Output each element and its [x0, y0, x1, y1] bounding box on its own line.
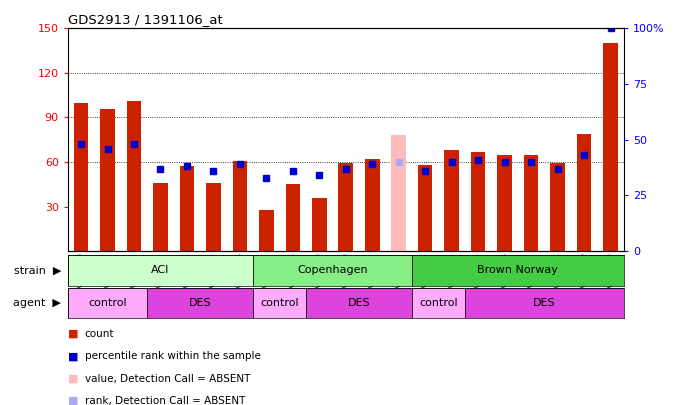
Text: Brown Norway: Brown Norway [477, 265, 558, 275]
Bar [306, 288, 412, 318]
Text: strain  ▶: strain ▶ [14, 265, 61, 275]
Text: percentile rank within the sample: percentile rank within the sample [85, 352, 260, 361]
Text: GDS2913 / 1391106_at: GDS2913 / 1391106_at [68, 13, 222, 26]
Bar [153, 183, 167, 251]
Text: DES: DES [189, 298, 212, 308]
Text: control: control [88, 298, 127, 308]
Bar [259, 209, 274, 251]
Bar [147, 288, 253, 318]
Bar [253, 288, 306, 318]
Text: Copenhagen: Copenhagen [297, 265, 368, 275]
Bar [206, 183, 221, 251]
Text: ■: ■ [68, 352, 78, 361]
Bar [471, 151, 485, 251]
Bar [444, 150, 459, 251]
Bar [498, 155, 512, 251]
Text: control: control [419, 298, 458, 308]
Bar [100, 109, 115, 251]
Text: agent  ▶: agent ▶ [13, 298, 61, 308]
Text: rank, Detection Call = ABSENT: rank, Detection Call = ABSENT [85, 396, 245, 405]
Bar [180, 166, 194, 251]
Bar [603, 43, 618, 251]
Bar [391, 135, 406, 251]
Text: DES: DES [533, 298, 556, 308]
Text: ■: ■ [68, 329, 78, 339]
Text: DES: DES [348, 298, 370, 308]
Bar [418, 165, 433, 251]
Bar [524, 155, 538, 251]
Text: ■: ■ [68, 374, 78, 384]
Bar [68, 255, 253, 286]
Bar [412, 255, 624, 286]
Bar [465, 288, 624, 318]
Text: count: count [85, 329, 115, 339]
Bar [127, 101, 141, 251]
Bar [338, 164, 353, 251]
Text: ACI: ACI [151, 265, 170, 275]
Text: control: control [260, 298, 299, 308]
Bar [253, 255, 412, 286]
Bar [412, 288, 465, 318]
Bar [74, 102, 88, 251]
Bar [233, 160, 247, 251]
Bar [551, 164, 565, 251]
Bar [365, 159, 380, 251]
Bar [285, 184, 300, 251]
Bar [577, 134, 591, 251]
Bar [312, 198, 327, 251]
Bar [68, 288, 147, 318]
Text: value, Detection Call = ABSENT: value, Detection Call = ABSENT [85, 374, 250, 384]
Text: ■: ■ [68, 396, 78, 405]
